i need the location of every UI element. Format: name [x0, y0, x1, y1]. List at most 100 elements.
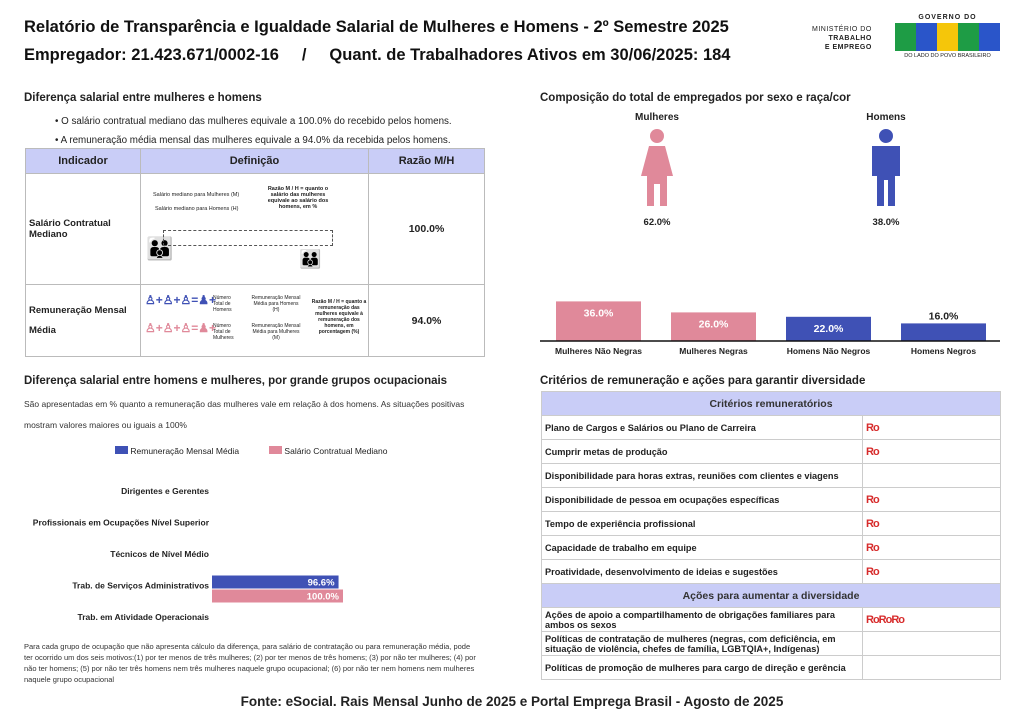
report-title: Relatório de Transparência e Igualdade S…: [24, 18, 729, 36]
women-block: Mulheres 62.0%: [612, 112, 702, 228]
criteria-title: Critérios de remuneração e ações para ga…: [540, 375, 866, 387]
bar-label: 100.0%: [307, 592, 340, 603]
footer-source: Fonte: eSocial. Rais Mensal Junho de 202…: [240, 694, 784, 709]
people-icons: 👪: [146, 236, 173, 261]
table-row: Políticas de contratação de mulheres (ne…: [541, 631, 1001, 656]
def-text: Salário mediano para Homens (H): [155, 206, 239, 212]
ratio-value: 94.0%: [368, 284, 485, 357]
occupation-desc: São apresentadas em % quanto a remuneraç…: [24, 399, 465, 430]
bar-label: 96.6%: [308, 578, 335, 589]
bar: [556, 301, 641, 341]
bar-label: 16.0%: [929, 310, 959, 322]
category-label: Homens Negros: [911, 346, 976, 356]
category-label: Homens Não Negros: [787, 346, 871, 356]
bar: [212, 589, 343, 603]
table-row: Plano de Cargos e Salários ou Plano de C…: [541, 415, 1001, 440]
col-razao: Razão M/H: [368, 148, 485, 174]
salary-bullets: • O salário contratual mediano das mulhe…: [55, 112, 452, 150]
bar: [671, 312, 756, 341]
criterion-label: Disponibilidade para horas extras, reuni…: [541, 463, 863, 488]
table-row: Ações de apoio a compartilhamento de obr…: [541, 607, 1001, 632]
criterion-label: Políticas de promoção de mulheres para c…: [541, 655, 863, 680]
women-label: Mulheres: [635, 112, 679, 123]
criteria-table: Critérios remuneratórios Plano de Cargos …: [541, 391, 1001, 680]
category-label: Técnicos de Nível Médio: [110, 549, 209, 559]
criterion-marks: [862, 463, 1001, 488]
gov-logo: GOVERNO DO DO LADO DO POVO BRASILEIRO: [895, 14, 1000, 59]
category-label: Mulheres Negras: [679, 346, 748, 356]
indicator-table: Indicador Definição Razão M/H Salário Cont…: [25, 148, 485, 357]
men-label: Homens: [866, 112, 906, 123]
def-text: Razão M / H = quanto o salário das mulhe…: [267, 186, 329, 210]
criterion-marks: Ro: [862, 535, 1001, 560]
brasil-mark: [895, 23, 1000, 51]
col-definicao: Definição: [140, 148, 369, 174]
bar-label: 22.0%: [814, 323, 844, 335]
men-formula-icon: ♙+♙+♙=♟+: [145, 293, 217, 307]
def-text: Salário mediano para Mulheres (M): [153, 192, 240, 198]
building-check-icon: Ro: [878, 613, 893, 626]
criterion-label: Plano de Cargos e Salários ou Plano de C…: [541, 415, 863, 440]
building-check-icon: Ro: [866, 565, 880, 578]
composition-title: Composição do total de empregados por se…: [540, 92, 851, 104]
occupation-note: Para cada grupo de ocupação que não apre…: [24, 642, 476, 684]
gov-logo-bottom: DO LADO DO POVO BRASILEIRO: [904, 53, 991, 59]
table-row: Remuneração Mensal Média ♙+♙+♙=♟+ ♙+♙+♙=…: [25, 284, 485, 357]
section-header: Ações para aumentar a diversidade: [541, 583, 1001, 608]
men-pct: 38.0%: [872, 217, 900, 228]
building-check-icon: Ro: [866, 421, 880, 434]
category-label: Trab. em Atividade Operacionais: [78, 612, 210, 622]
building-check-icon: Ro: [866, 541, 880, 554]
occupation-title: Diferença salarial entre homens e mulher…: [24, 375, 448, 387]
bar: [786, 316, 871, 341]
criterion-marks: RoRoRo: [862, 607, 1001, 632]
def-text: Remuneração Mensal Média para Homens (H): [251, 295, 301, 313]
criterion-label: Capacidade de trabalho em equipe: [541, 535, 863, 560]
legend: Remuneração Mensal Média Salário Contrat…: [115, 446, 387, 456]
indicator-name: Remuneração Mensal Média: [25, 284, 141, 357]
bullet: • A remuneração média mensal das mulhere…: [55, 135, 451, 146]
table-row: Disponibilidade de pessoa em ocupações e…: [541, 487, 1001, 512]
table-row: Disponibilidade para horas extras, reuni…: [541, 463, 1001, 488]
women-formula-icon: ♙+♙+♙=♟+: [145, 321, 217, 335]
criterion-marks: [862, 631, 1001, 656]
table-row: Cumprir metas de produção Ro: [541, 439, 1001, 464]
bar-label: 26.0%: [699, 318, 729, 330]
criterion-marks: Ro: [862, 511, 1001, 536]
bullet: • O salário contratual mediano das mulhe…: [55, 116, 452, 127]
gov-logo-top: GOVERNO DO: [918, 14, 977, 21]
woman-icon: [641, 129, 673, 206]
table-row: Capacidade de trabalho em equipe Ro: [541, 535, 1001, 560]
building-check-icon: Ro: [891, 613, 905, 626]
legend-item: Salário Contratual Mediano: [269, 446, 387, 456]
def-text: Remuneração Mensal Média para Mulheres (…: [251, 323, 301, 341]
criterion-marks: Ro: [862, 439, 1001, 464]
table-row: Políticas de promoção de mulheres para c…: [541, 655, 1001, 680]
def-text: Número Total de Mulheres: [213, 323, 234, 341]
category-label: Dirigentes e Gerentes: [121, 486, 209, 496]
building-check-icon: Ro: [866, 445, 880, 458]
category-label: Trab. de Serviços Administrativos: [72, 581, 209, 591]
definition-illustration: ♙+♙+♙=♟+ ♙+♙+♙=♟+ Número Total de Homens…: [140, 284, 369, 357]
ministry-line: TRABALHO: [828, 35, 872, 42]
bar: [212, 575, 339, 589]
criterion-marks: Ro: [862, 559, 1001, 584]
salary-diff-title: Diferença salarial entre mulheres e home…: [24, 92, 262, 104]
employer-line: Empregador: 21.423.671/0002-16 / Quant. …: [24, 46, 731, 64]
category-label: Profissionais em Ocupações Nível Superio…: [33, 518, 210, 528]
criterion-label: Ações de apoio a compartilhamento de obr…: [541, 607, 863, 632]
criterion-label: Disponibilidade de pessoa em ocupações e…: [541, 487, 863, 512]
ratio-value: 100.0%: [368, 173, 485, 285]
criterion-label: Tempo de experiência profissional: [541, 511, 863, 536]
building-check-icon: Ro: [866, 517, 880, 530]
people-icons: 👪: [299, 249, 321, 269]
legend-item: Remuneração Mensal Média: [115, 446, 239, 456]
composition-chart: 36.0% Mulheres Não Negras 26.0% Mulheres Ne…: [540, 301, 1000, 356]
criterion-label: Políticas de contratação de mulheres (ne…: [541, 631, 863, 656]
occupation-chart: Dirigentes e Gerentes Profissionais em Oc…: [33, 486, 343, 622]
section-header: Critérios remuneratórios: [541, 391, 1001, 416]
man-icon: [872, 129, 900, 206]
criterion-label: Cumprir metas de produção: [541, 439, 863, 464]
definition-illustration: Salário mediano para Mulheres (M) Salári…: [140, 173, 369, 285]
criterion-marks: [862, 655, 1001, 680]
